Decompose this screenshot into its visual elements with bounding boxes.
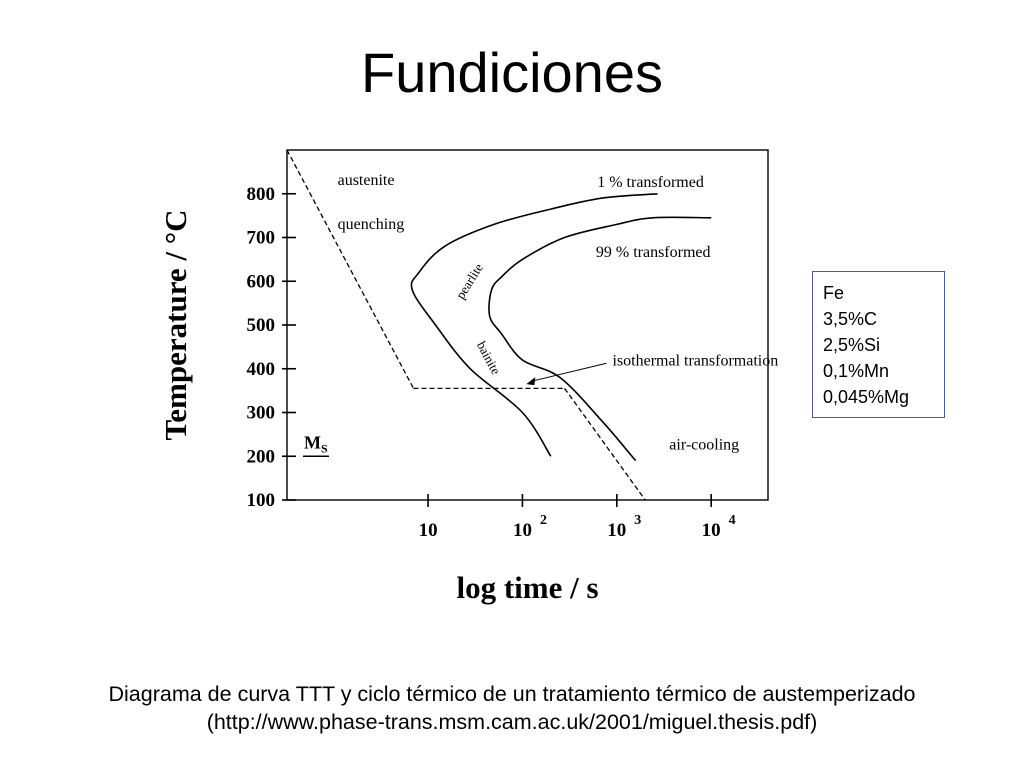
y-tick-label: 800: [247, 184, 276, 205]
series-line-99-transformed: [488, 216, 712, 462]
x-tick-exponent: 3: [634, 513, 641, 528]
y-tick-label: 200: [247, 446, 276, 467]
slide-title: Fundiciones: [361, 41, 663, 104]
ms-label: M: [304, 432, 321, 452]
annotation-label: 99 % transformed: [596, 244, 711, 261]
x-tick-label: 10: [702, 520, 721, 541]
y-tick-label: 400: [247, 359, 276, 380]
annotation-label: isothermal transformation: [612, 352, 778, 369]
x-tick-label: 10: [513, 520, 532, 541]
isothermal-arrow-head: [526, 377, 536, 386]
composition-box: Fe 3,5%C 2,5%Si 0,1%Mn 0,045%Mg: [812, 271, 945, 418]
x-tick-label: 10: [419, 520, 438, 541]
caption-line-2: (http://www.phase-trans.msm.cam.ac.uk/20…: [206, 710, 818, 734]
annotation-label: pearlite: [453, 260, 486, 301]
composition-line-mn: 0,1%Mn: [823, 361, 890, 381]
x-tick-exponent: 4: [729, 513, 736, 528]
composition-line-si: 2,5%Si: [823, 335, 881, 355]
annotation-label: bainite: [474, 339, 504, 377]
y-tick-label: 600: [247, 271, 276, 292]
annotation-label: austenite: [338, 172, 395, 189]
series-line-quenching: [286, 149, 415, 389]
y-tick-label: 300: [247, 403, 276, 424]
y-tick-label: 500: [247, 315, 276, 336]
y-axis-label: Temperature / °C: [158, 209, 193, 440]
x-tick-exponent: 2: [540, 513, 547, 528]
ttt-chart: 100 200 300 400 500 600 700 800 10 10 2 10 3 10 4 log t…: [158, 149, 778, 605]
annotation-label: 1 % transformed: [597, 174, 704, 191]
series-line-1-transformed: [410, 193, 658, 457]
composition-line-c: 3,5%C: [823, 309, 878, 329]
y-tick-label: 100: [247, 490, 276, 511]
annotation-label: quenching: [338, 216, 405, 233]
isothermal-arrow-line: [532, 362, 607, 382]
composition-line-mg: 0,045%Mg: [823, 387, 910, 407]
ms-subscript: S: [321, 441, 328, 455]
x-tick-label: 10: [607, 520, 626, 541]
series-line-air-cooling: [564, 388, 646, 501]
y-tick-label: 700: [247, 228, 276, 249]
caption-line-1: Diagrama de curva TTT y ciclo térmico de…: [108, 682, 916, 706]
slide-caption: Diagrama de curva TTT y ciclo térmico de…: [0, 680, 1024, 736]
x-axis-label: log time / s: [456, 570, 598, 605]
annotation-label: air-cooling: [669, 437, 739, 454]
composition-line-fe: Fe: [823, 283, 845, 303]
